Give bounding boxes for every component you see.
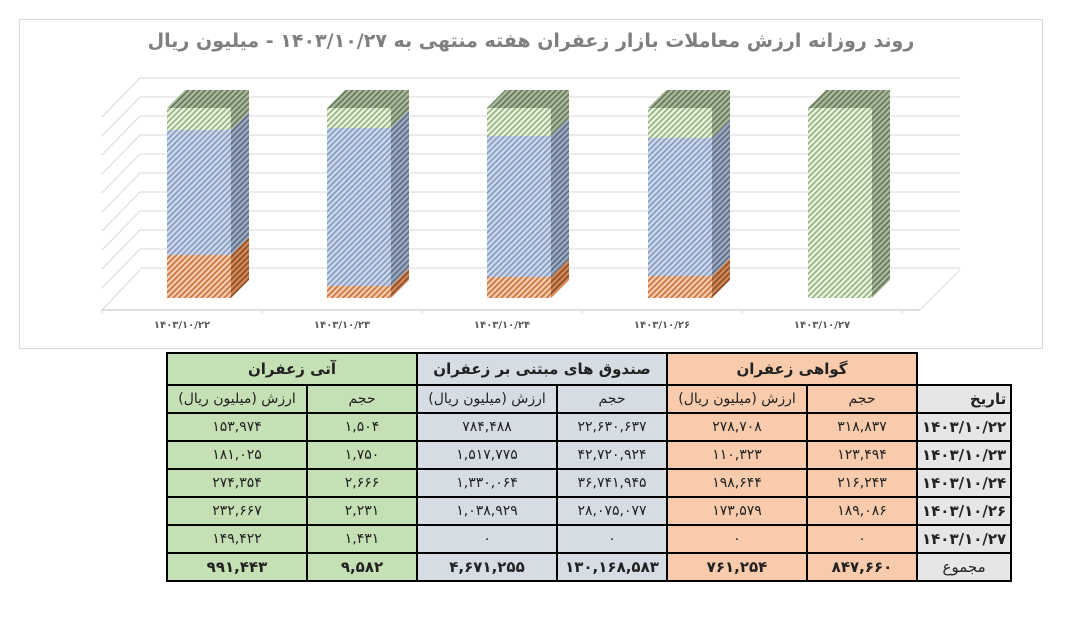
gavahi-volume: ۱۸۹,۰۸۶ — [806, 496, 918, 526]
table-row: ۱۴۰۳/۱۰/۲۴ ۲۱۶,۲۴۳ ۱۹۸,۶۴۴ ۳۶,۷۴۱,۹۴۵ ۱,… — [166, 468, 1013, 498]
x-axis-label: ۱۴۰۳/۱۰/۲۲ — [153, 320, 211, 331]
sandogh-value-total: ۴,۶۷۱,۲۵۵ — [416, 552, 558, 582]
gavahi-value: ۱۱۰,۳۲۳ — [666, 440, 808, 470]
group-header-gavahi: گواهی زعفران — [666, 352, 918, 386]
sandogh-volume: ۳۶,۷۴۱,۹۴۵ — [556, 468, 668, 498]
sandogh-value: ۰ — [416, 524, 558, 554]
saffron-trading-table: گواهی زعفران صندوق های مبتنی بر زعفران آ… — [166, 352, 1013, 582]
gavahi-value: ۱۹۸,۶۴۴ — [666, 468, 808, 498]
chart-title: روند روزانه ارزش معاملات بازار زعفران هف… — [147, 30, 915, 52]
total-row: مجموع ۸۴۷,۶۶۰ ۷۶۱,۲۵۴ ۱۳۰,۱۶۸,۵۸۳ ۴,۶۷۱,… — [166, 552, 1013, 582]
gavahi-volume: ۱۲۳,۴۹۴ — [806, 440, 918, 470]
ati-value: ۱۵۳,۹۷۴ — [166, 412, 308, 442]
ati-volume: ۱,۷۵۰ — [306, 440, 418, 470]
ati-value: ۱۴۹,۴۲۲ — [166, 524, 308, 554]
sandogh-volume: ۲۲,۶۳۰,۶۳۷ — [556, 412, 668, 442]
sandogh-volume: ۰ — [556, 524, 668, 554]
group-header-sandogh: صندوق های مبتنی بر زعفران — [416, 352, 668, 386]
sandogh-volume-total: ۱۳۰,۱۶۸,۵۸۳ — [556, 552, 668, 582]
gavahi-volume: ۳۱۸,۸۳۷ — [806, 412, 918, 442]
gavahi-value: ۲۷۸,۷۰۸ — [666, 412, 808, 442]
header-volume: حجم — [556, 384, 668, 414]
x-axis-label: ۱۴۰۳/۱۰/۲۷ — [793, 320, 851, 331]
sandogh-volume: ۲۸,۰۷۵,۰۷۷ — [556, 496, 668, 526]
x-axis-label: ۱۴۰۳/۱۰/۲۳ — [313, 320, 371, 331]
gavahi-volume-total: ۸۴۷,۶۶۰ — [806, 552, 918, 582]
gavahi-volume: ۲۱۶,۲۴۳ — [806, 468, 918, 498]
ati-value: ۲۷۴,۳۵۴ — [166, 468, 308, 498]
bar-1403-10-27 — [808, 90, 890, 298]
header-value: ارزش (میلیون ریال) — [416, 384, 558, 414]
header-date: تاریخ — [915, 384, 1013, 414]
header-volume: حجم — [306, 384, 418, 414]
sandogh-value: ۱,۳۳۰,۰۶۴ — [416, 468, 558, 498]
row-date: ۱۴۰۳/۱۰/۲۶ — [915, 496, 1013, 526]
table-row: ۱۴۰۳/۱۰/۲۷ ۰ ۰ ۰ ۰ ۱,۴۳۱ ۱۴۹,۴۲۲ — [166, 524, 1013, 554]
gavahi-value-total: ۷۶۱,۲۵۴ — [666, 552, 808, 582]
sandogh-value: ۱,۰۳۸,۹۲۹ — [416, 496, 558, 526]
ati-value: ۱۸۱,۰۲۵ — [166, 440, 308, 470]
bar-1403-10-24 — [487, 90, 569, 298]
ati-volume: ۲,۶۶۶ — [306, 468, 418, 498]
row-date: ۱۴۰۳/۱۰/۲۲ — [915, 412, 1013, 442]
ati-volume-total: ۹,۵۸۲ — [306, 552, 418, 582]
x-axis-label: ۱۴۰۳/۱۰/۲۶ — [633, 320, 691, 331]
ati-volume: ۱,۴۳۱ — [306, 524, 418, 554]
empty-corner-cell — [917, 353, 1012, 385]
group-header-row: گواهی زعفران صندوق های مبتنی بر زعفران آ… — [166, 352, 1012, 386]
header-value: ارزش (میلیون ریال) — [166, 384, 308, 414]
row-date: ۱۴۰۳/۱۰/۲۳ — [915, 440, 1013, 470]
stacked-3d-column-chart — [101, 77, 961, 314]
bar-1403-10-23 — [327, 90, 409, 298]
chart-container: روند روزانه ارزش معاملات بازار زعفران هف… — [19, 19, 1043, 349]
table-row: ۱۴۰۳/۱۰/۲۲ ۳۱۸,۸۳۷ ۲۷۸,۷۰۸ ۲۲,۶۳۰,۶۳۷ ۷۸… — [166, 412, 1013, 442]
sandogh-value: ۷۸۴,۴۸۸ — [416, 412, 558, 442]
ati-value: ۲۳۲,۶۶۷ — [166, 496, 308, 526]
row-date: ۱۴۰۳/۱۰/۲۴ — [915, 468, 1013, 498]
row-date: ۱۴۰۳/۱۰/۲۷ — [915, 524, 1013, 554]
header-value: ارزش (میلیون ریال) — [666, 384, 808, 414]
bar-1403-10-22 — [167, 90, 249, 298]
sandogh-value: ۱,۵۱۷,۷۷۵ — [416, 440, 558, 470]
total-label: مجموع — [915, 552, 1013, 582]
group-header-ati: آتی زعفران — [166, 352, 418, 386]
table-row: ۱۴۰۳/۱۰/۲۳ ۱۲۳,۴۹۴ ۱۱۰,۳۲۳ ۴۲,۷۲۰,۹۲۴ ۱,… — [166, 440, 1013, 470]
gavahi-value: ۰ — [666, 524, 808, 554]
gavahi-value: ۱۷۳,۵۷۹ — [666, 496, 808, 526]
x-axis-label: ۱۴۰۳/۱۰/۲۴ — [473, 320, 531, 331]
ati-volume: ۲,۲۳۱ — [306, 496, 418, 526]
ati-volume: ۱,۵۰۴ — [306, 412, 418, 442]
gavahi-volume: ۰ — [806, 524, 918, 554]
bar-1403-10-26 — [648, 90, 730, 298]
header-volume: حجم — [806, 384, 918, 414]
sandogh-volume: ۴۲,۷۲۰,۹۲۴ — [556, 440, 668, 470]
ati-value-total: ۹۹۱,۴۴۳ — [166, 552, 308, 582]
table-row: ۱۴۰۳/۱۰/۲۶ ۱۸۹,۰۸۶ ۱۷۳,۵۷۹ ۲۸,۰۷۵,۰۷۷ ۱,… — [166, 496, 1013, 526]
column-header-row: تاریخ حجم ارزش (میلیون ریال) حجم ارزش (م… — [166, 384, 1013, 414]
